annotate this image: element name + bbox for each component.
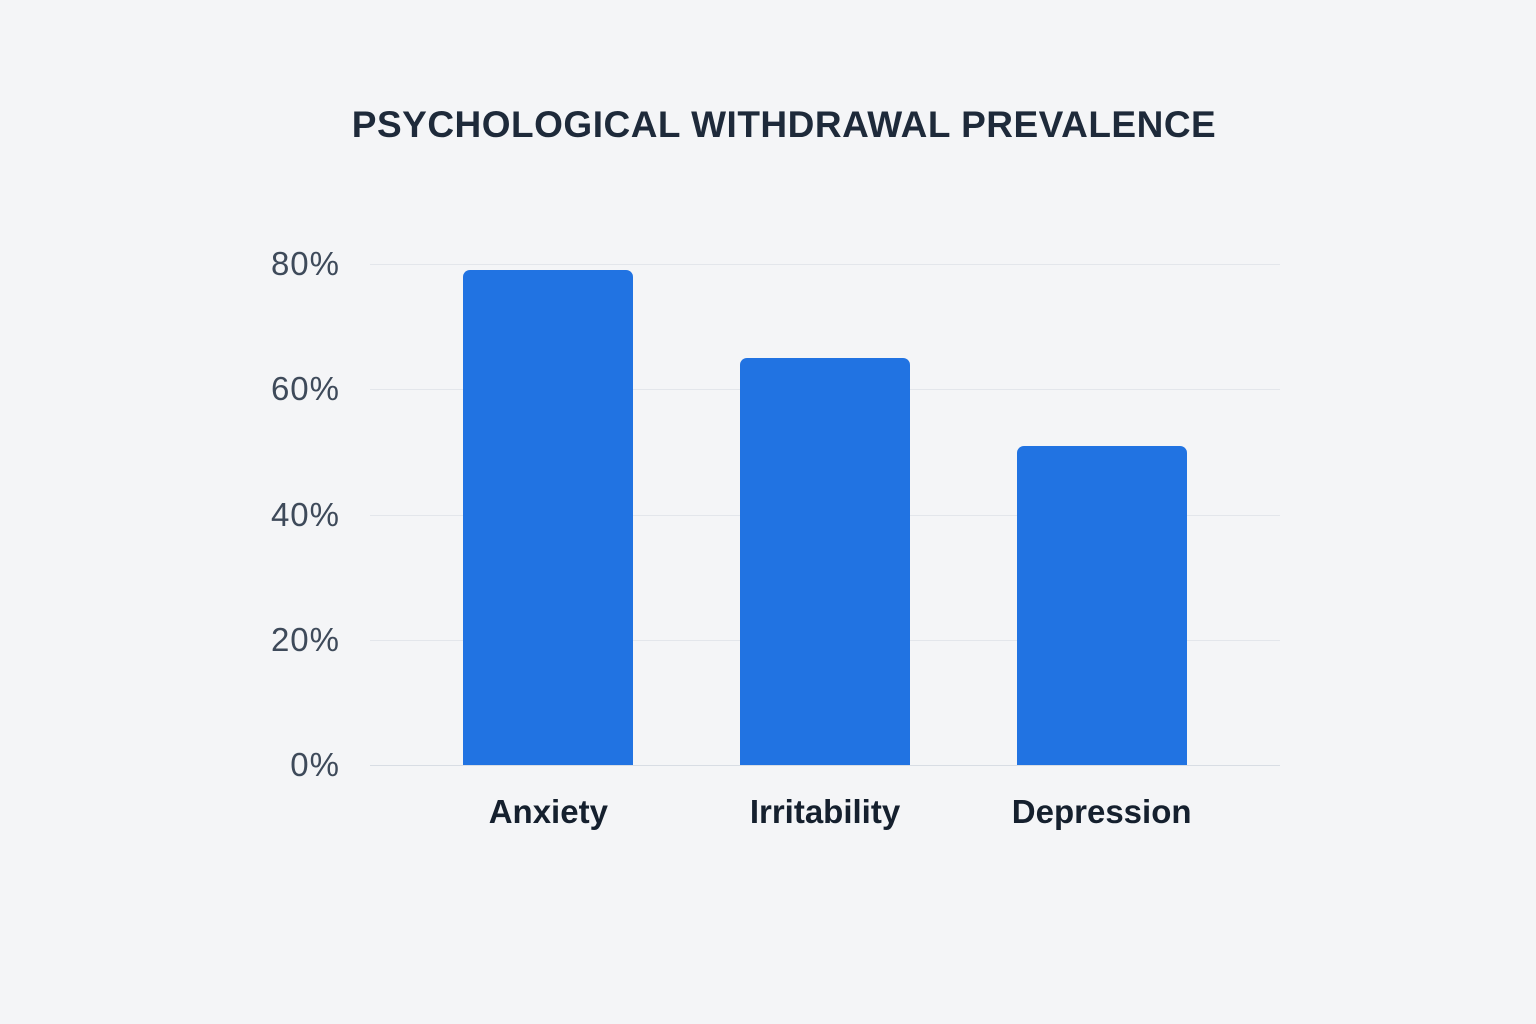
y-axis-tick-label: 20% xyxy=(270,620,340,658)
chart-title: PSYCHOLOGICAL WITHDRAWAL PREVALENCE xyxy=(351,104,1217,145)
y-axis-tick-label: 80% xyxy=(270,245,340,282)
x-axis-category-label: Anxiety xyxy=(488,793,608,830)
y-axis-tick-label: 40% xyxy=(270,495,340,533)
bar-depression xyxy=(1016,445,1187,765)
x-axis-category-label: Irritability xyxy=(749,793,901,830)
y-axis-tick-label: 0% xyxy=(290,746,340,783)
x-axis-category-label: Depression xyxy=(1011,793,1192,830)
gridline xyxy=(370,264,1280,265)
plot-area: 0% 20% 40% 60% 80% Anxiety Irritability Depress… xyxy=(271,245,1280,830)
y-axis-tick-label: 60% xyxy=(270,370,340,408)
gridline xyxy=(370,765,1280,766)
bar-anxiety xyxy=(463,270,634,765)
bar-irritability xyxy=(740,357,910,765)
